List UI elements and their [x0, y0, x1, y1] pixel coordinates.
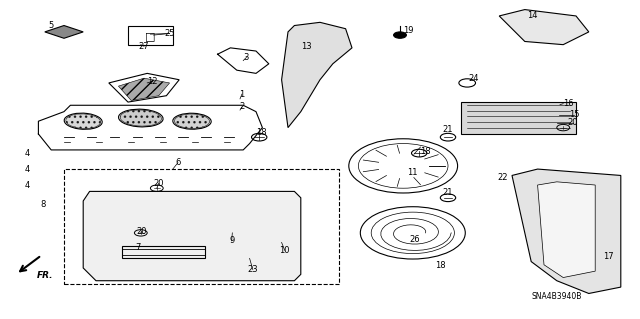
Text: 13: 13	[301, 42, 311, 51]
Text: 5: 5	[49, 21, 54, 30]
Text: 18: 18	[256, 128, 266, 137]
Text: 4: 4	[24, 149, 29, 158]
Text: 2: 2	[239, 102, 244, 111]
Text: 27: 27	[139, 42, 149, 51]
Text: 20: 20	[154, 179, 164, 188]
Text: 9: 9	[229, 236, 234, 245]
Text: 1: 1	[239, 90, 244, 99]
Bar	[122, 246, 205, 258]
Text: 7: 7	[135, 243, 140, 252]
Bar	[461, 102, 576, 134]
Text: 20: 20	[137, 227, 147, 236]
Bar	[64, 169, 339, 284]
Polygon shape	[282, 22, 352, 128]
Text: 21: 21	[443, 125, 453, 134]
Bar	[128, 26, 173, 45]
Text: 23: 23	[248, 265, 258, 274]
Text: 26: 26	[410, 235, 420, 244]
Text: 4: 4	[24, 165, 29, 174]
Polygon shape	[499, 10, 589, 45]
Text: FR.: FR.	[36, 271, 53, 280]
Text: 18: 18	[420, 147, 431, 156]
Text: 14: 14	[527, 11, 538, 20]
Text: 21: 21	[443, 189, 453, 197]
Polygon shape	[118, 78, 170, 100]
Text: 6: 6	[175, 158, 180, 167]
Text: SNA4B3940B: SNA4B3940B	[532, 292, 582, 301]
Text: 10: 10	[280, 246, 290, 255]
Text: 15: 15	[569, 110, 579, 119]
Polygon shape	[512, 169, 621, 293]
Ellipse shape	[120, 110, 161, 126]
Text: 16: 16	[563, 99, 573, 108]
Text: 17: 17	[603, 252, 613, 261]
Text: 25: 25	[164, 29, 175, 38]
Polygon shape	[538, 182, 595, 278]
Ellipse shape	[175, 114, 209, 129]
Polygon shape	[83, 191, 301, 281]
Text: 19: 19	[403, 26, 413, 35]
Text: 18: 18	[435, 261, 445, 270]
Text: 11: 11	[408, 168, 418, 177]
Text: □: □	[145, 32, 156, 41]
Polygon shape	[45, 26, 83, 38]
Text: 3: 3	[244, 53, 249, 62]
Circle shape	[394, 32, 406, 38]
Text: 24: 24	[468, 74, 479, 83]
Text: 12: 12	[147, 77, 157, 86]
Ellipse shape	[66, 114, 100, 129]
Text: 22: 22	[497, 173, 508, 182]
Text: 8: 8	[40, 200, 45, 209]
Text: 4: 4	[24, 181, 29, 189]
Text: 20: 20	[568, 118, 578, 127]
